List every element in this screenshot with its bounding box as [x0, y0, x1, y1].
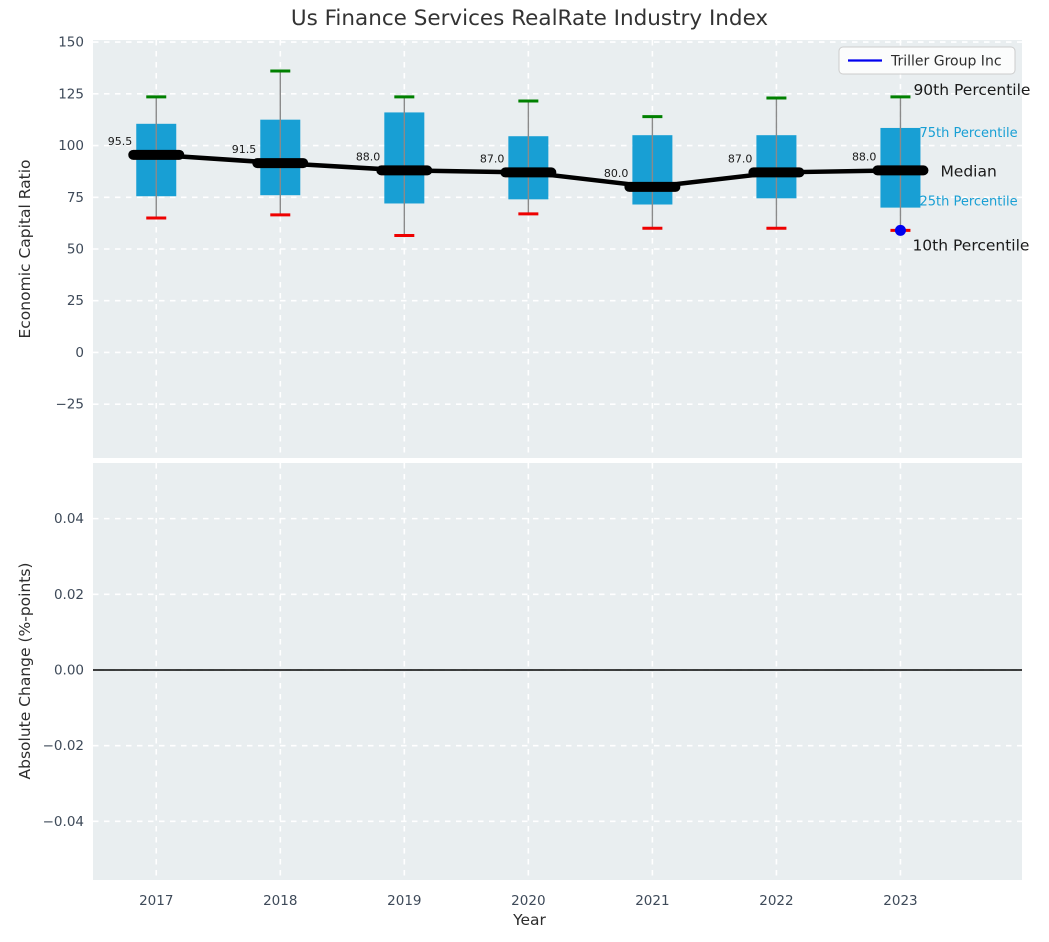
y-tick-label: 75	[67, 190, 84, 206]
legend-box	[838, 46, 1016, 75]
company-point	[894, 224, 906, 236]
x-tick-label: 2019	[387, 893, 421, 909]
x-tick-label: 2020	[511, 893, 545, 909]
annotation-p90: 90th Percentile	[913, 81, 1030, 99]
annotation-p75: 75th Percentile	[919, 126, 1017, 141]
y-tick-label: 50	[67, 242, 84, 258]
x-tick-label: 2017	[139, 893, 173, 909]
legend-label: Triller Group Inc	[890, 54, 1002, 70]
y-tick-label: 0.00	[54, 662, 84, 678]
x-tick-label: 2023	[883, 893, 917, 909]
chart-title: Us Finance Services RealRate Industry In…	[290, 6, 769, 31]
axes-background	[93, 463, 1022, 880]
median-value-label-2022: 87.0	[728, 152, 753, 165]
annotation-median: Median	[940, 162, 996, 180]
median-value-label-2023: 88.0	[852, 150, 877, 163]
x-tick-label: 2022	[759, 893, 793, 909]
y-tick-label: 25	[67, 293, 84, 309]
median-value-label-2019: 88.0	[356, 150, 381, 163]
median-value-label-2020: 87.0	[480, 152, 505, 165]
annotation-p10: 10th Percentile	[912, 236, 1029, 254]
y-tick-label: 125	[58, 86, 84, 102]
y-tick-label: −0.04	[43, 814, 84, 830]
median-value-label-2021: 80.0	[604, 167, 629, 180]
y-tick-label: 0.04	[54, 511, 84, 527]
y-tick-label: −0.02	[43, 738, 84, 754]
y-tick-label: 150	[58, 35, 84, 51]
y-tick-label: −25	[56, 397, 85, 413]
x-axis-label: Year	[513, 911, 546, 929]
y-tick-label: 0.02	[54, 587, 84, 603]
x-tick-label: 2018	[263, 893, 297, 909]
median-value-label-2017: 95.5	[108, 135, 133, 148]
median-value-label-2018: 91.5	[232, 143, 257, 156]
y-tick-label: 0	[75, 345, 84, 361]
annotation-p25: 25th Percentile	[919, 195, 1017, 210]
x-tick-label: 2021	[635, 893, 669, 909]
y-tick-label: 100	[58, 138, 84, 154]
